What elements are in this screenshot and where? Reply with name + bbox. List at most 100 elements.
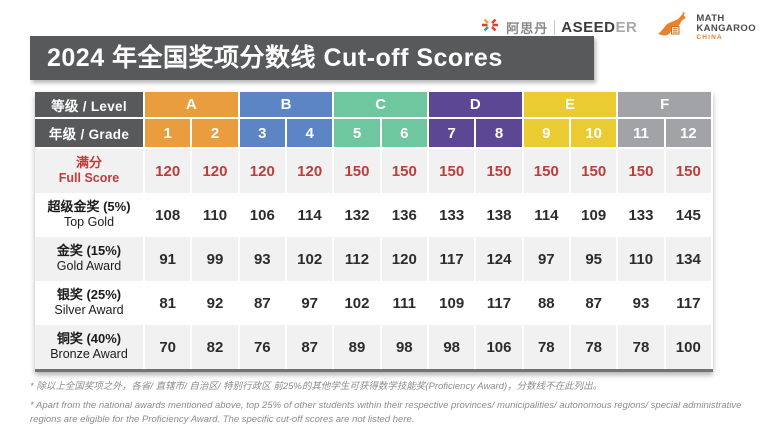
row-label: 超级金奖 (5%) Top Gold [35,193,145,237]
footnote-cn: * 除以上全国奖项之外，各省/ 直辖市/ 自治区/ 特别行政区 前25%的其他学… [30,381,603,392]
level-header-D: D [428,92,524,119]
score-cell: 93 [618,281,666,325]
score-cell: 81 [145,281,193,325]
grade-header-10: 10 [570,119,619,149]
score-cell: 117 [476,281,524,325]
score-cell: 87 [286,325,335,369]
grade-header-7: 7 [428,119,477,149]
score-cell: 91 [145,237,193,281]
score-cell: 132 [334,193,382,237]
score-cell: 133 [428,193,477,237]
score-cell: 102 [334,281,382,325]
score-cell: 114 [286,193,335,237]
page-title: 2024 年全国奖项分数线 Cut-off Scores [30,36,594,80]
aseeder-cn-label: 阿思丹 [506,21,549,36]
score-cell: 124 [476,237,524,281]
grade-header-1: 1 [145,119,193,149]
score-cell: 138 [476,193,524,237]
score-cell: 150 [570,149,619,193]
score-cell: 102 [286,237,335,281]
score-cell: 120 [145,149,193,193]
score-cell: 100 [665,325,713,369]
kangaroo-icon [655,10,691,45]
level-header-C: C [334,92,429,119]
aseeder-star-icon [480,15,500,40]
score-cell: 150 [334,149,382,193]
score-cell: 87 [239,281,287,325]
level-header-A: A [145,92,240,119]
score-cell: 136 [381,193,429,237]
score-cell: 93 [239,237,287,281]
row-label: 满分 Full Score [35,149,145,193]
logo-math-kangaroo: MATH KANGAROO CHINA [655,10,756,45]
score-cell: 150 [428,149,477,193]
kangaroo-china-label: CHINA [696,33,723,41]
level-header-F: F [618,92,713,119]
score-cell: 76 [239,325,287,369]
score-cell: 89 [334,325,382,369]
footnotes: * 除以上全国奖项之外，各省/ 直辖市/ 自治区/ 特别行政区 前25%的其他学… [30,380,742,431]
score-cell: 109 [428,281,477,325]
level-header-E: E [523,92,619,119]
score-cell: 120 [381,237,429,281]
score-cell: 134 [665,237,713,281]
score-cell: 98 [428,325,477,369]
grade-header-label: 年级 / Grade [35,119,145,149]
score-cell: 112 [334,237,382,281]
score-cell: 87 [570,281,619,325]
score-cell: 106 [239,193,287,237]
row-label: 铜奖 (40%) Bronze Award [35,325,145,369]
kangaroo-math-label: MATH [696,12,725,24]
kangaroo-kangaroo-label: KANGAROO [696,22,756,34]
row-label: 银奖 (25%) Silver Award [35,281,145,325]
row-label: 金奖 (15%) Gold Award [35,237,145,281]
footnote-en: * Apart from the national awards mention… [30,399,742,425]
score-cell: 150 [665,149,713,193]
grade-header-5: 5 [334,119,382,149]
score-cell: 88 [523,281,571,325]
score-cell: 70 [145,325,193,369]
score-cell: 110 [618,237,666,281]
score-cell: 145 [665,193,713,237]
grade-header-9: 9 [523,119,571,149]
score-cell: 120 [192,149,240,193]
aseeder-brand-label: ASEEDER [561,19,638,36]
cutoff-score-table: 等级 / Level A B C D E F 年级 / Grade 1 2 3 4 5 6 7 8 9 10 11 1… [35,92,713,372]
score-cell: 99 [192,237,240,281]
score-cell: 95 [570,237,619,281]
score-cell: 78 [618,325,666,369]
score-cell: 92 [192,281,240,325]
score-cell: 108 [145,193,193,237]
score-cell: 98 [381,325,429,369]
score-cell: 114 [523,193,571,237]
score-cell: 109 [570,193,619,237]
score-cell: 82 [192,325,240,369]
score-cell: 150 [618,149,666,193]
logo-aseeder: 阿思丹 ASEEDER [480,15,637,40]
score-cell: 150 [476,149,524,193]
score-cell: 150 [523,149,571,193]
score-cell: 78 [523,325,571,369]
grade-header-6: 6 [381,119,429,149]
score-cell: 117 [665,281,713,325]
score-cell: 78 [570,325,619,369]
level-header-B: B [239,92,335,119]
score-cell: 106 [476,325,524,369]
level-header-label: 等级 / Level [35,92,145,119]
header-logos: 阿思丹 ASEEDER MATH KANGAROO CHINA [480,10,756,45]
grade-header-12: 12 [665,119,713,149]
score-cell: 97 [523,237,571,281]
score-cell: 111 [381,281,429,325]
score-cell: 110 [192,193,240,237]
grade-header-11: 11 [618,119,666,149]
grade-header-3: 3 [239,119,287,149]
grade-header-2: 2 [192,119,240,149]
logo-divider [554,20,556,35]
score-cell: 97 [286,281,335,325]
grade-header-8: 8 [476,119,524,149]
score-cell: 133 [618,193,666,237]
score-cell: 117 [428,237,477,281]
score-cell: 120 [286,149,335,193]
grade-header-4: 4 [286,119,335,149]
score-cell: 150 [381,149,429,193]
